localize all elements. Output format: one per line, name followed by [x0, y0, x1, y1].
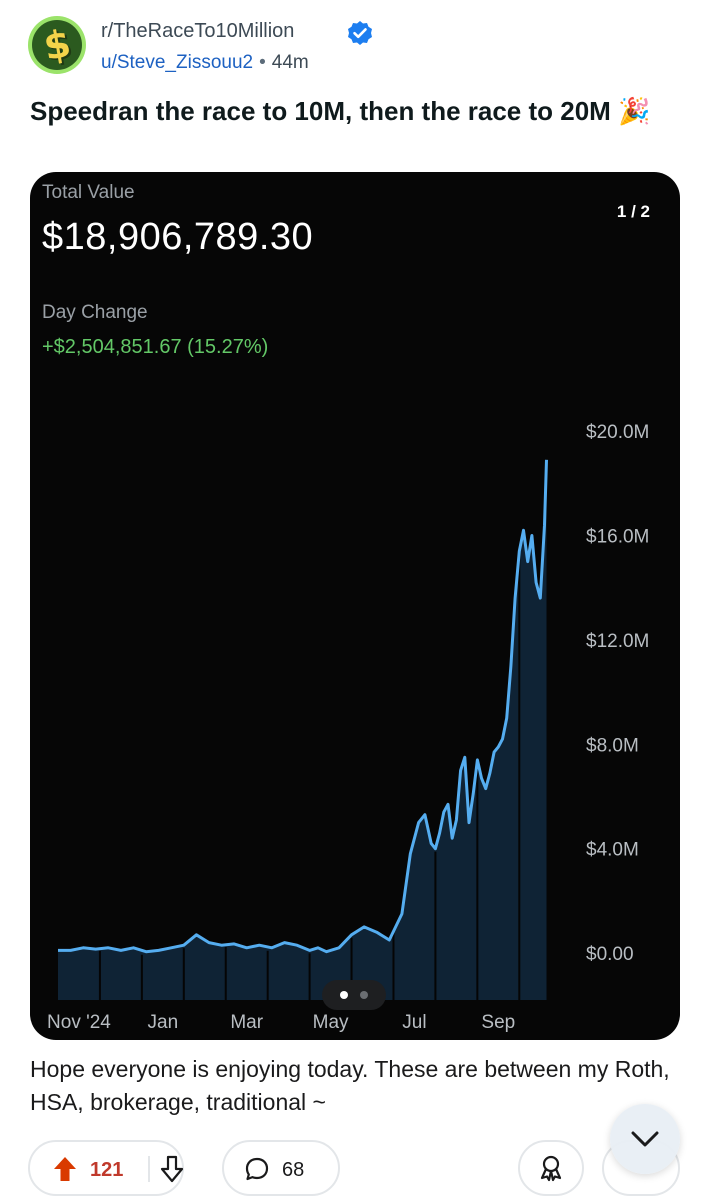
- x-tick-label: Mar: [230, 1012, 263, 1033]
- x-tick-label: Jul: [402, 1012, 426, 1033]
- dollar-logo-icon: $: [32, 20, 82, 70]
- y-tick-label: $12.0M: [586, 631, 649, 652]
- post-header: $ r/TheRaceTo10Million u/Steve_Zissouu2 •…: [28, 14, 688, 78]
- post-time: 44m: [271, 52, 309, 73]
- portfolio-chart: $20.0M $16.0M $12.0M $8.0M $4.0M $0.00 Nov '24…: [47, 422, 649, 1033]
- y-tick-label: $20.0M: [586, 422, 649, 443]
- scroll-down-button[interactable]: [610, 1104, 680, 1174]
- chevron-down-icon: [631, 1131, 659, 1147]
- day-change-value: +$2,504,851.67 (15.27%): [42, 336, 269, 358]
- post-meta: u/Steve_Zissouu2 • 44m: [101, 52, 309, 74]
- comments-button[interactable]: 68: [222, 1140, 340, 1196]
- day-change-label: Day Change: [42, 302, 148, 323]
- subreddit-name[interactable]: r/TheRaceTo10Million: [101, 20, 295, 42]
- action-bar: 121 68: [28, 1140, 698, 1198]
- pager-dot[interactable]: [360, 991, 368, 999]
- x-tick-label: May: [313, 1012, 349, 1033]
- subreddit-avatar[interactable]: $: [28, 16, 86, 74]
- upvote-arrow-icon[interactable]: [52, 1155, 78, 1183]
- award-icon: [540, 1155, 562, 1182]
- vote-divider: [148, 1156, 150, 1182]
- pager-dot-active[interactable]: [340, 991, 348, 999]
- post-media-image[interactable]: Total Value $18,906,789.30 Day Change +$…: [30, 172, 680, 1040]
- downvote-arrow-icon[interactable]: [160, 1155, 184, 1183]
- chart-area-fill: [58, 459, 547, 1000]
- post-body: Hope everyone is enjoying today. These a…: [30, 1056, 670, 1115]
- upvote-count: 121: [90, 1159, 124, 1181]
- chart-series-line: [58, 459, 548, 954]
- comment-bubble-icon: [245, 1157, 269, 1181]
- post-title[interactable]: Speedran the race to 10M, then the race …: [30, 96, 651, 126]
- vote-control: 121: [28, 1140, 184, 1196]
- y-tick-label: $16.0M: [586, 527, 649, 548]
- meta-separator: •: [259, 52, 266, 73]
- total-value-label: Total Value: [42, 182, 135, 203]
- author-username[interactable]: u/Steve_Zissouu2: [101, 52, 254, 73]
- x-tick-label: Nov '24: [47, 1012, 111, 1033]
- total-value: $18,906,789.30: [42, 216, 314, 258]
- y-tick-label: $0.00: [586, 944, 634, 965]
- x-tick-label: Sep: [481, 1012, 515, 1033]
- y-tick-label: $4.0M: [586, 840, 639, 861]
- image-counter: 1 / 2: [616, 202, 650, 221]
- x-tick-label: Jan: [148, 1012, 179, 1033]
- comment-count: 68: [282, 1159, 305, 1181]
- image-pager[interactable]: [322, 980, 386, 1010]
- y-tick-label: $8.0M: [586, 735, 639, 756]
- award-button[interactable]: [518, 1140, 584, 1196]
- verified-badge-icon: [348, 21, 372, 45]
